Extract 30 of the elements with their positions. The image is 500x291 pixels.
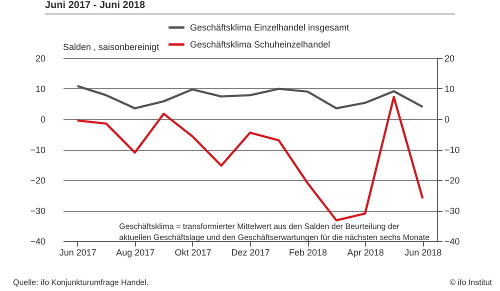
source-note: Quelle: ifo Konjunkturumfrage Handel. bbox=[13, 278, 149, 287]
y-tick-label: 0 bbox=[40, 114, 46, 124]
y2-tick-label: 0 bbox=[444, 114, 450, 124]
x-tick-label: Apr 2018 bbox=[347, 248, 384, 258]
y-tick-label: −30 bbox=[30, 206, 46, 216]
x-tick-label: Jun 2018 bbox=[404, 248, 442, 258]
y-tick-label: 10 bbox=[35, 84, 46, 94]
x-tick-label: Dez 2017 bbox=[231, 248, 270, 258]
annotation: Geschäftsklima = transformierter Mittelwert aus den Salden der Beurteilung der aktuellen Geschäftslage und den Geschäftserwartungen für die nächsten sechs Monate bbox=[119, 222, 430, 242]
y2-tick-label: −20 bbox=[444, 176, 460, 186]
x-tick-label: Aug 2017 bbox=[116, 248, 155, 258]
x-tick-label: Feb 2018 bbox=[289, 248, 328, 258]
chart-title: Juni 2017 - Juni 2018 bbox=[45, 0, 146, 11]
y2-tick-label: 20 bbox=[444, 54, 455, 64]
x-tick-label: Jun 2017 bbox=[59, 248, 96, 258]
y2-tick-label: −30 bbox=[444, 206, 460, 216]
y2-tick-label: −40 bbox=[444, 236, 460, 246]
y-tick-label: −10 bbox=[30, 145, 46, 155]
y2-tick-label: −10 bbox=[444, 145, 460, 155]
y-axis-title: Salden , saisonbereinigt bbox=[63, 42, 160, 52]
y-tick-label: −40 bbox=[30, 236, 46, 246]
x-tick-label: Okt 2017 bbox=[174, 248, 212, 258]
text: © ifo Institut bbox=[450, 278, 493, 287]
y-tick-label: 20 bbox=[35, 54, 46, 64]
y-tick-label: −20 bbox=[30, 176, 46, 186]
line-series bbox=[76, 84, 424, 110]
y2-tick-label: 10 bbox=[444, 84, 455, 94]
legend-label: Geschäftsklima Schuheinzelhandel bbox=[190, 40, 330, 50]
legend-label: Geschäftsklima Einzelhandel insgesamt bbox=[190, 22, 350, 32]
line-series bbox=[76, 96, 424, 222]
